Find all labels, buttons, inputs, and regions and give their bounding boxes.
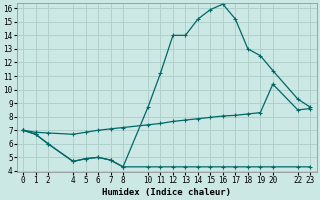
X-axis label: Humidex (Indice chaleur): Humidex (Indice chaleur): [102, 188, 231, 197]
